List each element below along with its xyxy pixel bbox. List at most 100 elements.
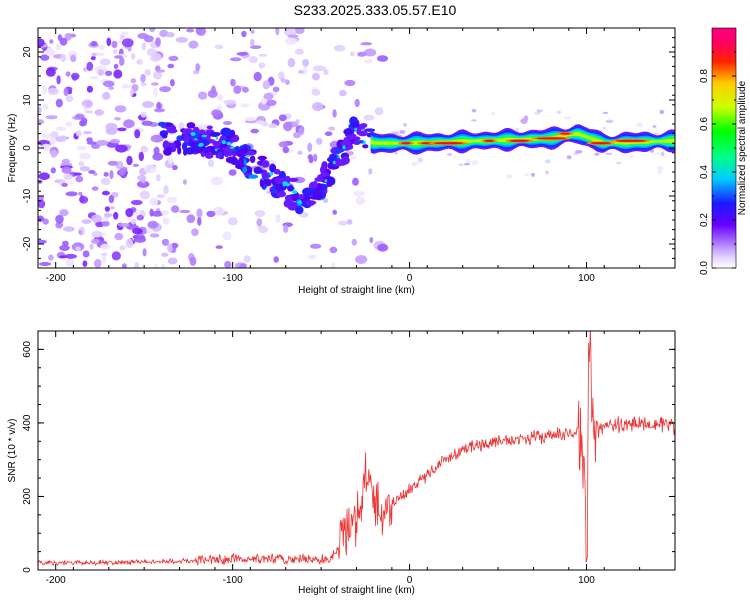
heatmap-ridge-peak — [354, 127, 358, 131]
heatmap-noise-cell — [91, 186, 99, 191]
heatmap-ridge-cell — [283, 199, 294, 208]
heatmap-noise-cell — [134, 129, 141, 139]
heatmap-noise-cell — [350, 51, 355, 57]
heatmap-noise-cell — [458, 163, 464, 167]
heatmap-noise-cell — [125, 208, 134, 218]
heatmap-noise-cell — [287, 58, 296, 68]
heatmap-noise-cell — [161, 252, 169, 257]
heatmap-ridge-cell — [276, 190, 287, 198]
heatmap-noise-cell — [575, 150, 583, 154]
heatmap-noise-cell — [167, 154, 173, 165]
heatmap-noise-cell — [38, 106, 42, 114]
heatmap-ridge-cell — [290, 178, 296, 183]
heatmap-noise-cell — [403, 123, 407, 127]
heatmap-ridge-cell — [326, 182, 333, 187]
heatmap-noise-cell — [155, 37, 161, 47]
top-ytick-label: 10 — [22, 94, 33, 106]
heatmap-noise-cell — [191, 228, 199, 237]
heatmap-ridge-cell — [253, 166, 263, 174]
heatmap-ridge-cell — [322, 162, 327, 171]
heatmap-ridge-peak — [297, 200, 302, 205]
heatmap-noise-cell — [65, 191, 78, 197]
heatmap-noise-cell — [140, 82, 147, 87]
heatmap-noise-cell — [273, 256, 279, 263]
heatmap-noise-cell — [207, 89, 218, 98]
heatmap-noise-cell — [94, 258, 102, 268]
heatmap-ridge-cell — [158, 121, 166, 127]
heatmap-noise-cell — [67, 180, 74, 185]
heatmap-ridge-cell — [302, 187, 314, 196]
heatmap-noise-cell — [660, 151, 665, 157]
heatmap-noise-cell — [193, 70, 200, 75]
heatmap-noise-cell — [657, 165, 664, 171]
heatmap-noise-cell — [563, 116, 572, 120]
heatmap-noise-cell — [351, 156, 357, 160]
heatmap-noise-cell — [149, 197, 159, 206]
heatmap-ridge-peak — [324, 179, 328, 183]
heatmap-ridge-cell — [359, 123, 368, 128]
bottom-ytick-label: 0 — [22, 567, 33, 573]
heatmap-noise-cell — [471, 160, 479, 166]
heatmap-noise-cell — [88, 170, 96, 174]
heatmap-noise-cell — [594, 152, 600, 156]
heatmap-noise-cell — [393, 151, 398, 155]
heatmap-ridge-cell — [261, 170, 268, 180]
heatmap-noise-cell — [229, 57, 242, 62]
heatmap-ridge-cell — [297, 194, 305, 200]
heatmap-noise-cell — [130, 199, 143, 206]
heatmap-noise-cell — [63, 173, 73, 180]
heatmap-noise-cell — [153, 87, 158, 98]
heatmap-noise-cell — [309, 243, 322, 249]
heatmap-noise-cell — [119, 34, 125, 40]
heatmap-ridge-cell — [191, 141, 196, 147]
heatmap-noise-cell — [142, 101, 155, 108]
heatmap-noise-cell — [636, 122, 643, 128]
heatmap-noise-cell — [323, 68, 329, 76]
top-xtick-label: -200 — [46, 273, 66, 284]
heatmap-noise-cell — [41, 143, 52, 151]
heatmap-noise-cell — [250, 45, 262, 49]
heatmap-layer — [38, 28, 675, 268]
heatmap-noise-cell — [91, 238, 100, 244]
heatmap-noise-cell — [156, 101, 162, 111]
heatmap-noise-cell — [227, 217, 238, 226]
heatmap-noise-cell — [129, 88, 134, 96]
heatmap-noise-cell — [50, 149, 58, 158]
heatmap-noise-cell — [55, 43, 61, 51]
heatmap-noise-cell — [85, 110, 93, 114]
heatmap-noise-cell — [38, 38, 45, 47]
heatmap-noise-cell — [262, 80, 270, 90]
heatmap-noise-cell — [228, 169, 237, 176]
heatmap-noise-cell — [153, 108, 166, 113]
heatmap-noise-cell — [114, 117, 121, 121]
heatmap-noise-cell — [206, 210, 216, 218]
bottom-xtick-label: 100 — [578, 575, 595, 586]
heatmap-noise-cell — [82, 260, 88, 268]
heatmap-core — [509, 139, 530, 142]
heatmap-noise-cell — [207, 159, 215, 168]
heatmap-noise-cell — [182, 179, 187, 185]
heatmap-noise-cell — [38, 199, 46, 209]
heatmap-ridge-peak — [332, 160, 336, 165]
heatmap-noise-cell — [602, 111, 609, 114]
heatmap-ridge-cell — [195, 146, 201, 154]
colorbar-tick-label: 0.0 — [699, 261, 710, 275]
colorbar-tick-label: 0.4 — [699, 165, 710, 179]
heatmap-noise-cell — [248, 56, 258, 64]
heatmap-ridge-cell — [185, 147, 195, 155]
heatmap-ridge-cell — [204, 152, 214, 159]
heatmap-noise-cell — [38, 239, 47, 244]
heatmap-noise-cell — [104, 206, 110, 212]
heatmap-noise-cell — [294, 28, 305, 34]
heatmap-noise-cell — [465, 159, 471, 164]
heatmap-noise-cell — [45, 67, 56, 77]
heatmap-noise-cell — [615, 161, 622, 165]
heatmap-ridge-cell — [261, 160, 270, 168]
heatmap-noise-cell — [333, 44, 346, 52]
heatmap-ridge-cell — [348, 144, 354, 150]
heatmap-noise-cell — [272, 86, 280, 93]
colorbar-tick-label: 0.2 — [699, 213, 710, 227]
heatmap-noise-cell — [453, 155, 457, 159]
heatmap-noise-cell — [60, 53, 67, 63]
